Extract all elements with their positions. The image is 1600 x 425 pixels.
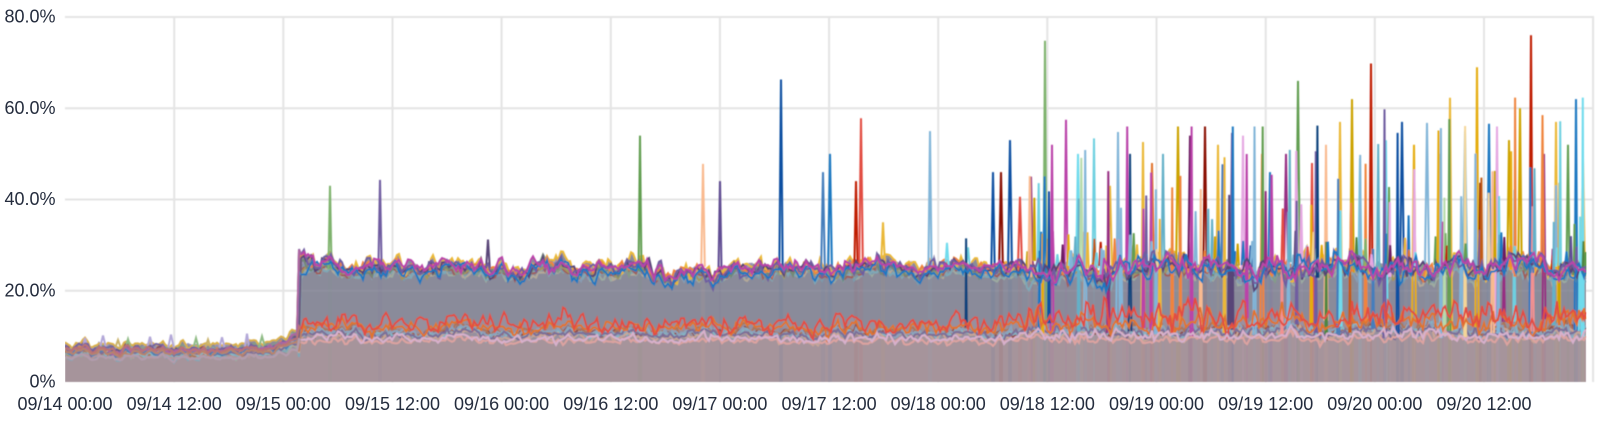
svg-text:09/15 00:00: 09/15 00:00 (236, 394, 331, 414)
svg-text:09/17 12:00: 09/17 12:00 (782, 394, 877, 414)
svg-text:09/17 00:00: 09/17 00:00 (672, 394, 767, 414)
svg-text:09/14 00:00: 09/14 00:00 (17, 394, 112, 414)
svg-text:09/19 12:00: 09/19 12:00 (1218, 394, 1313, 414)
svg-text:09/20 00:00: 09/20 00:00 (1327, 394, 1422, 414)
svg-text:0%: 0% (29, 372, 55, 392)
svg-text:60.0%: 60.0% (4, 98, 55, 118)
svg-text:09/16 12:00: 09/16 12:00 (563, 394, 658, 414)
svg-text:09/20 12:00: 09/20 12:00 (1436, 394, 1531, 414)
svg-text:09/18 12:00: 09/18 12:00 (1000, 394, 1095, 414)
svg-text:40.0%: 40.0% (4, 189, 55, 209)
svg-text:09/19 00:00: 09/19 00:00 (1109, 394, 1204, 414)
svg-text:20.0%: 20.0% (4, 280, 55, 300)
svg-text:09/14 12:00: 09/14 12:00 (127, 394, 222, 414)
svg-text:80.0%: 80.0% (4, 7, 55, 27)
svg-text:09/16 00:00: 09/16 00:00 (454, 394, 549, 414)
svg-text:09/18 00:00: 09/18 00:00 (891, 394, 986, 414)
svg-text:09/15 12:00: 09/15 12:00 (345, 394, 440, 414)
